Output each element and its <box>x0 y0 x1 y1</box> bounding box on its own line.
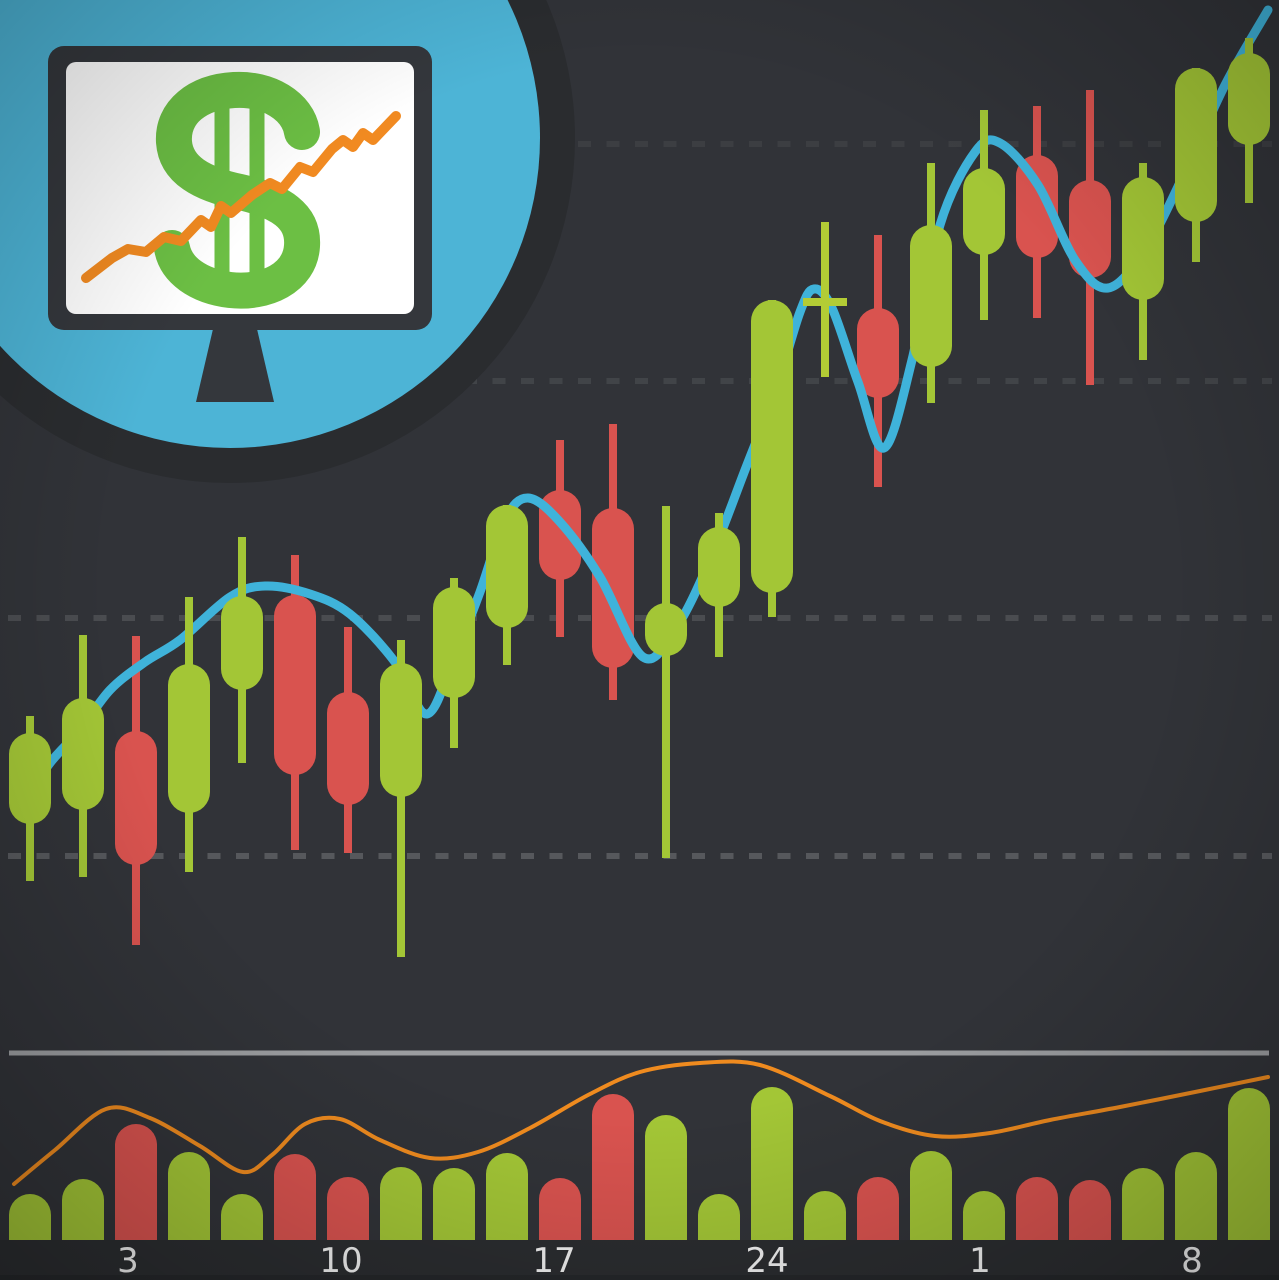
candlestick-chart: 310172418 <box>0 0 1279 1280</box>
vignette-overlay <box>0 0 1279 1280</box>
illustration-stage: 310172418 <box>0 0 1279 1280</box>
